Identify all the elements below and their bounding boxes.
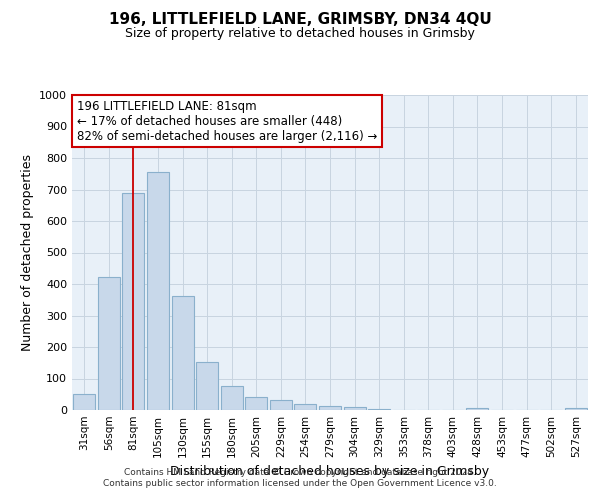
Text: Contains HM Land Registry data © Crown copyright and database right 2024.
Contai: Contains HM Land Registry data © Crown c… [103, 468, 497, 487]
X-axis label: Distribution of detached houses by size in Grimsby: Distribution of detached houses by size … [170, 466, 490, 478]
Bar [73, 394, 95, 410]
Text: 196, LITTLEFIELD LANE, GRIMSBY, DN34 4QU: 196, LITTLEFIELD LANE, GRIMSBY, DN34 4QU [109, 12, 491, 28]
Bar [245, 398, 268, 410]
Bar [466, 408, 488, 410]
Bar [122, 194, 145, 410]
Bar [344, 407, 365, 410]
Bar [196, 362, 218, 410]
Text: Size of property relative to detached houses in Grimsby: Size of property relative to detached ho… [125, 28, 475, 40]
Bar [319, 406, 341, 410]
Bar [172, 296, 194, 410]
Bar [221, 386, 243, 410]
Bar [270, 400, 292, 410]
Bar [368, 408, 390, 410]
Bar [295, 404, 316, 410]
Bar [565, 408, 587, 410]
Text: 196 LITTLEFIELD LANE: 81sqm
← 17% of detached houses are smaller (448)
82% of se: 196 LITTLEFIELD LANE: 81sqm ← 17% of det… [77, 100, 377, 142]
Bar [147, 172, 169, 410]
Bar [98, 277, 120, 410]
Y-axis label: Number of detached properties: Number of detached properties [20, 154, 34, 351]
